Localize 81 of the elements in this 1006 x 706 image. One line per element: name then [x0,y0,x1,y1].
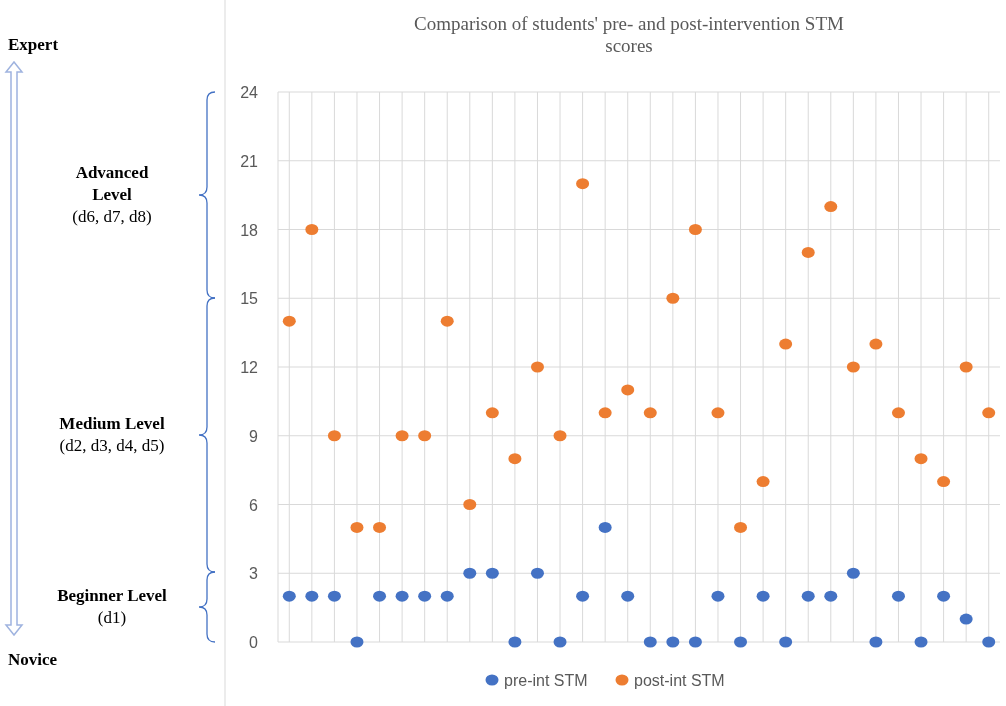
point [643,407,657,419]
point [824,201,838,213]
point [937,476,951,488]
point [327,590,341,602]
point [530,361,544,373]
chart-title: Comparison of students' pre- and post-intervention STM scores [414,13,845,56]
point [779,338,793,350]
point [350,636,364,648]
point [598,521,612,533]
point [440,315,454,327]
point [756,476,770,488]
point [440,590,454,602]
point [485,567,499,579]
point [282,315,296,327]
point [508,453,522,465]
point [463,567,477,579]
text: Medium Level (d2, d3, d4, d5) [59,414,165,455]
point [688,224,702,235]
point [959,613,973,625]
point [643,636,657,648]
text: Beginner Level (d1) [57,586,168,627]
text: Expert [8,35,59,54]
point [779,636,793,648]
point [327,430,341,442]
legend-label: pre-int STM [504,672,588,689]
text: Advanced Level (d6, d7, d8) [72,163,152,226]
y-tick-label: 18 [240,221,259,239]
point [282,590,296,602]
point [666,636,680,648]
text: Novice [8,650,58,669]
y-tick-label: 21 [240,152,259,170]
y-tick-label: 0 [249,634,259,651]
point [869,636,883,648]
point [846,361,860,373]
point [711,590,725,602]
point [553,430,567,442]
point [869,338,883,350]
point [959,361,973,373]
point [305,590,319,602]
point [530,567,544,579]
point [395,430,409,442]
point [621,384,635,396]
y-tick-label: 15 [240,290,259,308]
point [666,292,680,304]
point [576,590,590,602]
point [914,453,928,465]
point [485,407,499,419]
point [891,590,905,602]
point [305,224,319,235]
point [846,567,860,579]
y-tick-label: 3 [249,565,259,583]
point [756,590,770,602]
point [982,407,996,419]
point [891,407,905,419]
point [734,636,748,648]
point [373,521,387,533]
point [553,636,567,648]
point [418,590,432,602]
point [982,636,996,648]
point [463,499,477,510]
point [508,636,522,648]
point [801,246,815,258]
point [576,178,590,190]
point [914,636,928,648]
point [734,521,748,533]
y-tick-label: 24 [240,84,259,101]
point [373,590,387,602]
point [824,590,838,602]
point [621,590,635,602]
point [711,407,725,419]
point [937,590,951,602]
point [350,521,364,533]
point [598,407,612,419]
point [395,590,409,602]
legend-label: post-int STM [634,672,725,689]
y-tick-label: 6 [249,496,259,514]
point [801,590,815,602]
y-tick-label: 12 [240,359,259,376]
point [418,430,432,442]
point [688,636,702,648]
y-tick-label: 9 [249,427,259,445]
